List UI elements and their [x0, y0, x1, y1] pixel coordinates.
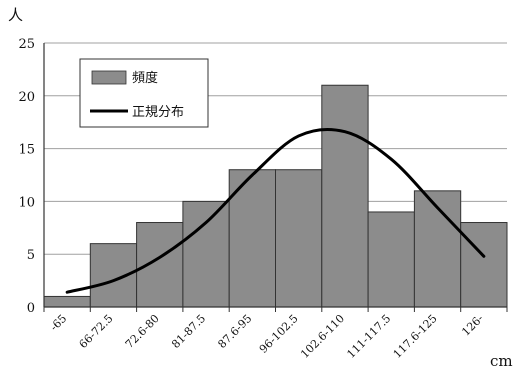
x-tick-label: 126- — [459, 312, 486, 339]
x-tick-label: 96-102.5 — [257, 312, 301, 356]
x-axis-label: cm — [490, 352, 513, 370]
x-tick-label: 72.6-80 — [123, 312, 162, 351]
legend-label-normal: 正規分布 — [132, 105, 184, 120]
bar — [460, 222, 508, 308]
bar — [43, 295, 91, 308]
bars — [43, 84, 508, 308]
x-tick-label: 87.6-95 — [215, 312, 254, 351]
y-tick-label: 5 — [27, 248, 35, 263]
y-tick-label: 25 — [18, 37, 35, 52]
y-tick-label: 10 — [18, 195, 35, 210]
legend: 頻度 正規分布 — [79, 58, 209, 128]
legend-swatch-bar — [91, 70, 127, 85]
bar — [182, 200, 230, 308]
axes — [43, 43, 508, 312]
bar — [136, 222, 184, 308]
x-tick-label: 117.6-125 — [391, 312, 440, 361]
y-tick-label: 20 — [18, 90, 35, 105]
bar — [367, 211, 415, 308]
x-tick-labels: -65 66-72.5 72.6-80 81-87.5 87.6-95 96-102.51… — [48, 312, 487, 361]
x-tick-label: -65 — [48, 312, 70, 334]
x-tick-label: 111-117.5 — [344, 312, 393, 361]
y-tick-labels: 0 5 10 15 20 25 — [18, 37, 35, 316]
x-tick-label: 66-72.5 — [77, 312, 116, 351]
x-tick-label: 81-87.5 — [169, 312, 208, 351]
legend-box — [79, 58, 209, 128]
bar — [321, 84, 369, 308]
normal-distribution-curve — [65, 127, 486, 294]
bar — [275, 169, 323, 308]
x-tick-label: 102.6-110 — [298, 312, 347, 361]
bar — [413, 190, 462, 308]
y-tick-label: 0 — [27, 301, 35, 316]
y-axis-label: 人 — [8, 6, 23, 24]
legend-label-frequency: 頻度 — [132, 70, 158, 86]
y-tick-label: 15 — [18, 143, 35, 158]
